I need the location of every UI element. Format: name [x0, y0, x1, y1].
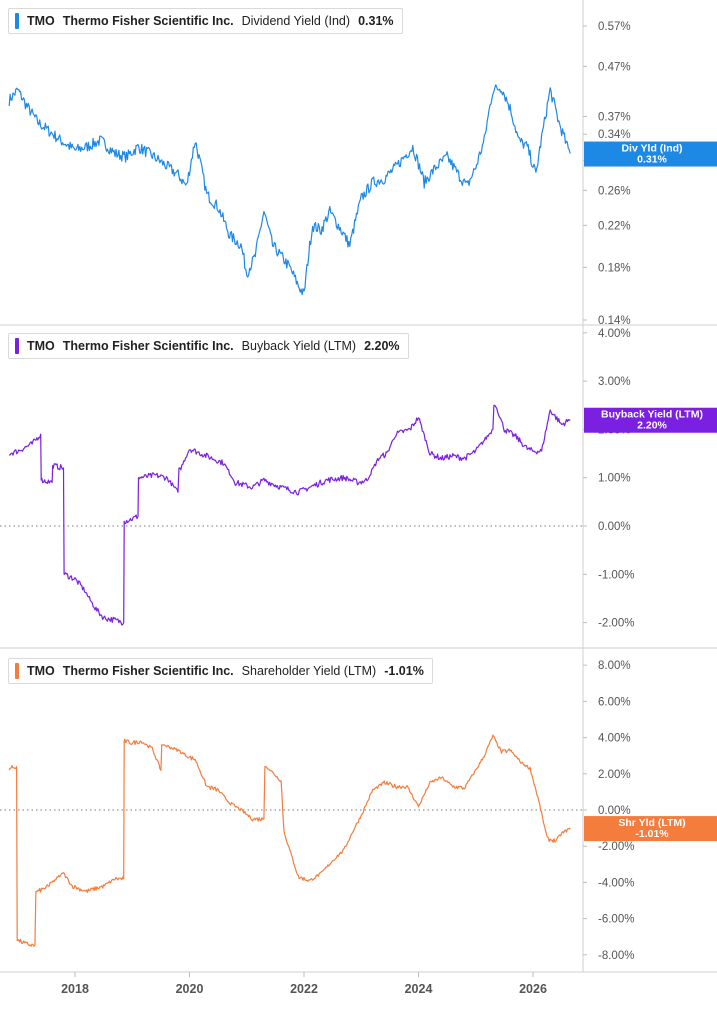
- badge-label: Shr Yld (LTM): [618, 817, 685, 829]
- x-tick-label: 2020: [176, 982, 204, 996]
- y-tick-label: 2.00%: [598, 769, 631, 781]
- legend-panel-1: TMO Thermo Fisher Scientific Inc. Dividend…: [8, 8, 403, 34]
- legend-metric: Buyback Yield (LTM): [241, 339, 357, 353]
- y-tick-label: 4.00%: [598, 733, 631, 745]
- legend-ticker: TMO: [27, 339, 55, 353]
- y-tick-label: 6.00%: [598, 696, 631, 708]
- x-axis: 2018 2020 2022 2024 2026: [0, 971, 717, 996]
- x-tick-label: 2018: [61, 982, 89, 996]
- y-tick-label: 0.14%: [598, 315, 631, 327]
- current-value-badge: [584, 407, 717, 433]
- badge-value: 0.31%: [637, 154, 667, 166]
- legend-company: Thermo Fisher Scientific Inc.: [62, 14, 234, 28]
- panel-1: 0.57%0.47%0.37%0.34%0.30%0.26%0.22%0.18%…: [0, 0, 717, 327]
- legend-value: 2.20%: [364, 339, 400, 353]
- y-tick-label: -8.00%: [598, 950, 634, 962]
- legend-color-swatch: [15, 13, 19, 29]
- y-tick-label: 1.00%: [598, 473, 631, 485]
- badge-label: Div Yld (Ind): [621, 143, 682, 155]
- y-tick-label: 0.37%: [598, 111, 631, 123]
- badge-label: Buyback Yield (LTM): [601, 409, 703, 421]
- current-value-badge: [584, 816, 717, 842]
- legend-ticker: TMO: [27, 664, 55, 678]
- x-tick-label: 2022: [290, 982, 318, 996]
- series-line: [8, 734, 571, 947]
- y-tick-label: 0.22%: [598, 220, 631, 232]
- y-tick-label: 8.00%: [598, 660, 631, 672]
- y-tick-label: 0.00%: [598, 805, 631, 817]
- legend-company: Thermo Fisher Scientific Inc.: [62, 664, 234, 678]
- y-tick-label: 0.34%: [598, 129, 631, 141]
- legend-color-swatch: [15, 663, 19, 679]
- legend-metric: Dividend Yield (Ind): [241, 14, 351, 28]
- y-tick-label: -4.00%: [598, 877, 634, 889]
- legend-company: Thermo Fisher Scientific Inc.: [62, 339, 234, 353]
- x-tick-label: 2024: [405, 982, 433, 996]
- y-tick-label: 3.00%: [598, 376, 631, 388]
- y-tick-label: -2.00%: [598, 618, 634, 630]
- y-tick-label: 0.47%: [598, 61, 631, 73]
- series-line: [8, 404, 571, 626]
- legend-panel-2: TMO Thermo Fisher Scientific Inc. Buyback …: [8, 333, 409, 359]
- panel-3: 8.00% 6.00% 4.00% 2.00% 0.00% -2.00% -4.00% -6.…: [0, 648, 717, 972]
- panel-2: 4.00%3.00%2.00%1.00%0.00%-1.00%-2.00%Buy…: [0, 325, 717, 649]
- legend-ticker: TMO: [27, 14, 55, 28]
- y-tick-label: 4.00%: [598, 328, 631, 340]
- y-tick-label: 0.26%: [598, 185, 631, 197]
- current-value-badge: [584, 141, 717, 167]
- legend-value: -1.01%: [384, 664, 424, 678]
- badge-value: 2.20%: [637, 420, 667, 432]
- badge-value: -1.01%: [635, 828, 669, 840]
- legend-metric: Shareholder Yield (LTM): [241, 664, 377, 678]
- y-tick-label: -1.00%: [598, 569, 634, 581]
- y-tick-label: -6.00%: [598, 914, 634, 926]
- series-line: [8, 84, 571, 296]
- legend-value: 0.31%: [358, 14, 394, 28]
- legend-color-swatch: [15, 338, 19, 354]
- y-tick-label: 0.57%: [598, 21, 631, 33]
- y-tick-label: 0.18%: [598, 262, 631, 274]
- y-tick-label: 0.00%: [598, 521, 631, 533]
- legend-panel-3: TMO Thermo Fisher Scientific Inc. Sharehol…: [8, 658, 433, 684]
- x-tick-label: 2026: [519, 982, 547, 996]
- y-tick-label: -2.00%: [598, 841, 634, 853]
